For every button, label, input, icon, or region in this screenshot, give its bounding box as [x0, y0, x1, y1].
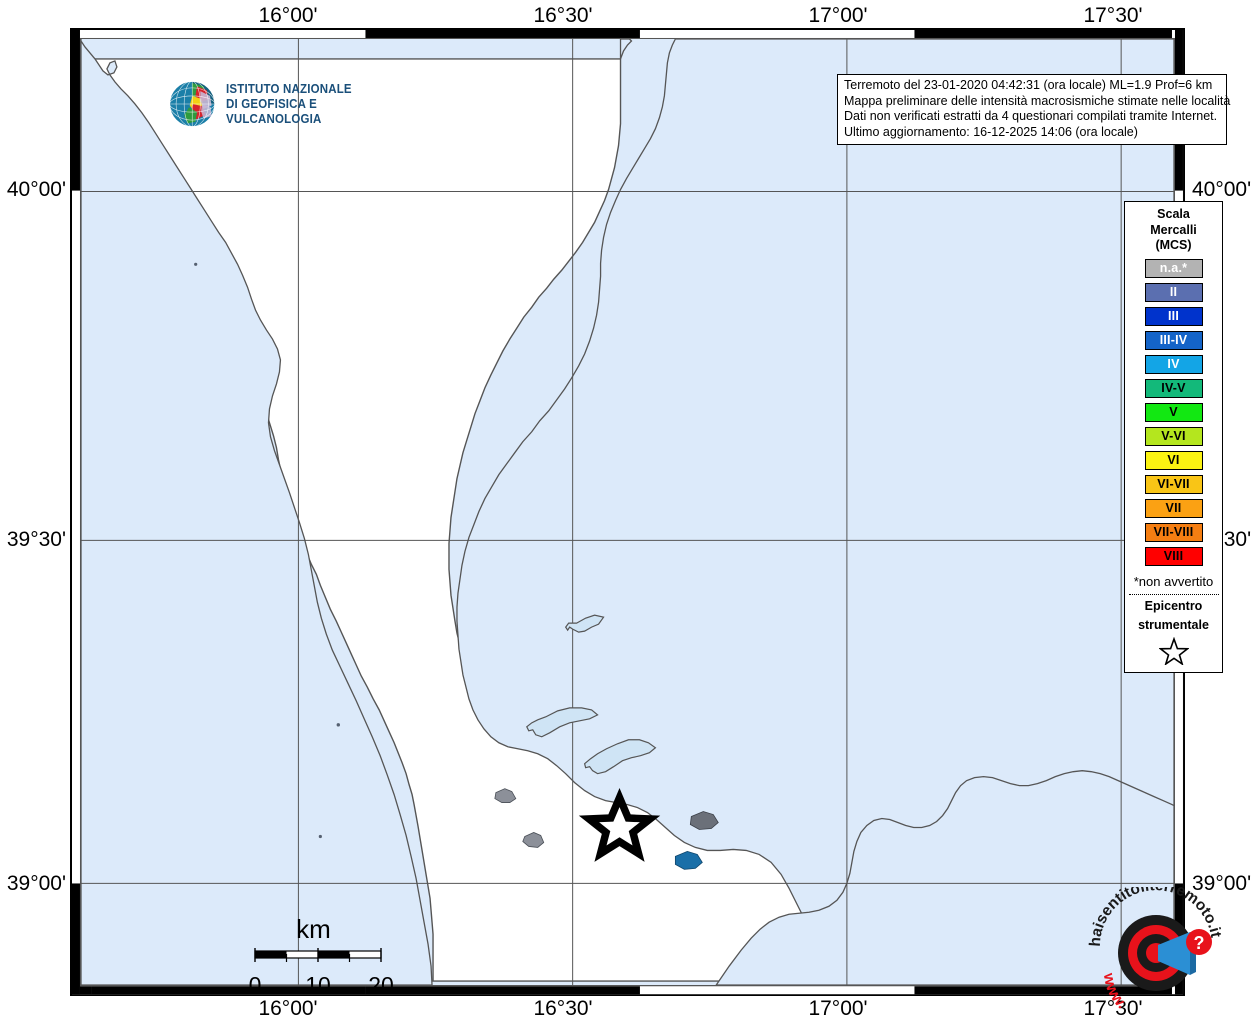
info-line-data-source: Dati non verificati estratti da 4 questi… [844, 109, 1218, 123]
legend-swatch-label: III [1167, 309, 1180, 323]
legend-swatch-label: n.a.* [1159, 261, 1188, 275]
legend-swatch-vii-viii[interactable]: VII-VIII [1144, 522, 1203, 542]
legend-swatch-iii[interactable]: III [1144, 306, 1203, 326]
legend-swatch-ii[interactable]: II [1144, 282, 1203, 302]
axis-label-top-0: 16°00' [258, 4, 318, 27]
ingv-name-line2: DI GEOFISICA E VULCANOLOGIA [226, 96, 322, 126]
legend-swatch-label: V [1169, 405, 1178, 419]
scale-bar-unit: km [296, 914, 331, 944]
map-frame: ISTITUTO NAZIONALE DI GEOFISICA E VULCAN… [70, 28, 1230, 1012]
municipality-patch-2 [522, 832, 545, 848]
coastline-gulf-of-taranto [619, 39, 1174, 985]
legend-title-line1: Scala [1157, 207, 1190, 221]
event-info-box: Terremoto del 23-01-2020 04:42:31 (ora l… [837, 74, 1231, 145]
legend-swatch-vi-vii[interactable]: VI-VII [1144, 474, 1203, 494]
legend-divider [1128, 593, 1219, 595]
axis-label-left-2: 39°00' [6, 872, 66, 895]
ingv-globe-icon [169, 80, 216, 128]
scale-tick-20: 20 [368, 972, 394, 998]
ingv-logo: ISTITUTO NAZIONALE DI GEOFISICA E VULCAN… [168, 73, 393, 135]
ingv-name-line1: ISTITUTO NAZIONALE [226, 81, 353, 96]
coastline-southeast [715, 770, 1174, 985]
municipality-patch-4 [689, 811, 719, 830]
axis-label-right-0: 40°00' [1192, 178, 1252, 201]
scale-bar: km 0 10 20 [241, 914, 421, 998]
axis-label-top-2: 17°00' [808, 4, 868, 27]
legend-swatch-label: II [1169, 285, 1178, 299]
coastline-west [81, 39, 433, 985]
legend-swatch-label: VII-VIII [1153, 525, 1194, 539]
legend-swatch-label: V-VI [1161, 429, 1186, 443]
legend-swatch-iv[interactable]: IV [1144, 354, 1203, 374]
axis-label-left-1: 39°30' [6, 528, 66, 551]
legend-swatch-v[interactable]: V [1144, 402, 1203, 422]
legend-title-line3: (MCS) [1155, 238, 1192, 252]
scale-tick-0: 0 [248, 972, 262, 998]
municipality-patch-1 [494, 788, 517, 803]
axis-label-right-2: 39°00' [1192, 872, 1252, 895]
legend-swatch-vi[interactable]: VI [1144, 450, 1203, 470]
legend-swatch-na[interactable]: n.a.* [1144, 258, 1203, 278]
legend-swatch-label: VI [1167, 453, 1180, 467]
info-line-last-update: Ultimo aggiornamento: 16-12-2025 14:06 (… [844, 124, 1138, 139]
map-specks [194, 262, 340, 839]
mercalli-scale-legend: Scala Mercalli (MCS) n.a.* II III III-IV… [1124, 201, 1223, 673]
hsit-arc-text-bottom: www. [1100, 971, 1130, 1012]
haisentitoilterremoto-logo[interactable]: ? haisentitoilterremoto.it www. [1086, 877, 1226, 1015]
municipality-patch-3 [674, 851, 703, 870]
legend-swatch-label: VII [1165, 501, 1182, 515]
legend-swatch-v-vi[interactable]: V-VI [1144, 426, 1203, 446]
scale-bar-graphic [254, 948, 382, 962]
ingv-logo-text: ISTITUTO NAZIONALE DI GEOFISICA E VULCAN… [226, 82, 379, 127]
lakes [526, 614, 657, 775]
info-line-event: Terremoto del 23-01-2020 04:42:31 (ora l… [844, 78, 1213, 92]
legend-swatch-label: III-IV [1159, 333, 1188, 347]
axis-label-top-3: 17°30' [1083, 4, 1143, 27]
legend-title-line2: Mercalli [1150, 222, 1197, 237]
legend-epicenter-line2: strumentale [1138, 617, 1209, 632]
scale-bar-labels: 0 10 20 [241, 972, 421, 998]
legend-swatch-iv-v[interactable]: IV-V [1144, 378, 1203, 398]
legend-swatch-iii-iv[interactable]: III-IV [1144, 330, 1203, 350]
legend-footnote: *non avvertito [1133, 573, 1214, 589]
legend-swatch-label: VI-VII [1157, 477, 1190, 491]
map-plot-area[interactable] [80, 38, 1175, 986]
svg-text:www.: www. [1100, 971, 1130, 1012]
axis-label-top-1: 16°30' [533, 4, 593, 27]
hsit-logo-graphic: ? haisentitoilterremoto.it www. [1087, 877, 1224, 1012]
blue-cone [1158, 932, 1190, 975]
axis-label-bottom-3: 17°30' [1083, 997, 1143, 1020]
graticule [81, 39, 1174, 985]
legend-swatch-label: VIII [1163, 549, 1184, 563]
legend-swatch-vii[interactable]: VII [1144, 498, 1203, 518]
axis-label-left-0: 40°00' [6, 178, 66, 201]
legend-swatch-label: IV-V [1161, 381, 1186, 395]
axis-label-bottom-1: 16°30' [533, 997, 593, 1020]
legend-swatch-viii[interactable]: VIII [1144, 546, 1203, 566]
legend-epicenter-star-icon [1158, 636, 1189, 665]
epicenter-star-marker [578, 788, 661, 862]
axis-label-bottom-0: 16°00' [258, 997, 318, 1020]
axis-label-bottom-2: 17°00' [808, 997, 868, 1020]
info-line-map-type: Mappa preliminare delle intensità macros… [844, 93, 1231, 108]
legend-epicenter-line1: Epicentro [1144, 598, 1203, 613]
legend-swatch-label: IV [1167, 357, 1180, 371]
question-mark-glyph: ? [1194, 933, 1205, 953]
scale-tick-10: 10 [305, 972, 331, 998]
question-badge [1186, 929, 1212, 955]
